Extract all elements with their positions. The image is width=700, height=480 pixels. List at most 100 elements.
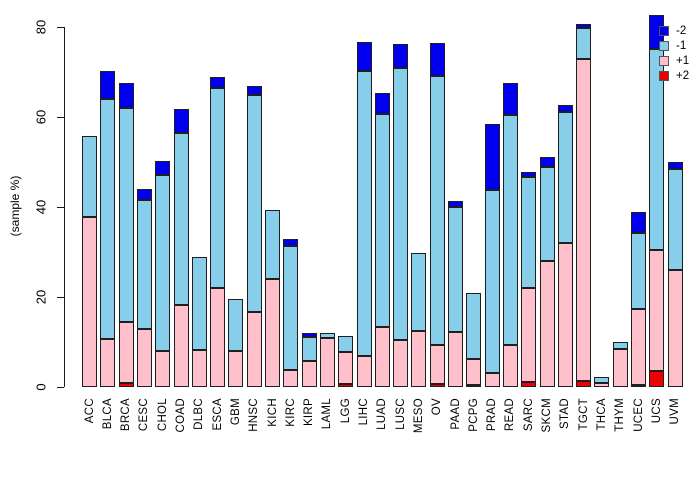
segment-brca--2 — [118, 82, 134, 108]
segment-paad-+1 — [448, 332, 463, 387]
x-label-paad: PAAD — [449, 398, 462, 430]
bar-thca — [594, 0, 610, 387]
bar-blca — [100, 0, 116, 387]
segment-blca--2 — [100, 71, 116, 100]
bar-kich — [265, 0, 280, 387]
segment-uvm--1 — [667, 168, 683, 270]
bar-luad — [374, 0, 390, 387]
segment-acc--1 — [82, 136, 97, 218]
bar-read — [502, 0, 518, 387]
segment-thym--1 — [612, 342, 628, 349]
segment-lgg-+1 — [338, 351, 354, 385]
x-label-skcm: SKCM — [541, 398, 553, 433]
segment-blca-+1 — [100, 339, 116, 387]
bar-tgct — [576, 0, 592, 387]
segment-sarc--2 — [521, 171, 537, 177]
x-label-esca: ESCA — [211, 398, 224, 431]
legend-label-plus1: +1 — [676, 54, 690, 67]
x-label-laml: LAML — [321, 398, 334, 430]
segment-kirc-+1 — [283, 370, 299, 387]
segment-lihc--2 — [356, 42, 372, 72]
segment-hnsc--1 — [246, 95, 262, 312]
segment-dlbc--1 — [191, 256, 207, 351]
segment-ucs-+2 — [649, 370, 665, 387]
bar-ucs — [649, 0, 665, 387]
legend-label-plus2: +2 — [676, 69, 690, 82]
y-tick-mark — [57, 27, 64, 28]
x-label-ov: OV — [431, 398, 444, 416]
segment-dlbc-+1 — [191, 350, 207, 387]
segment-ov-+1 — [429, 345, 445, 384]
segment-tgct-+1 — [576, 58, 592, 381]
x-label-brca: BRCA — [120, 398, 133, 432]
segment-kich-+1 — [265, 278, 280, 387]
segment-stad-+1 — [557, 243, 573, 387]
x-label-lusc: LUSC — [394, 398, 407, 430]
bar-gbm — [228, 0, 244, 387]
segment-chol--1 — [155, 174, 171, 351]
bar-acc — [82, 0, 97, 387]
x-label-chol: CHOL — [156, 398, 169, 432]
legend-row: +1 — [659, 55, 689, 67]
bar-kirc — [283, 0, 299, 387]
bar-cesc — [136, 0, 152, 387]
segment-ucec-+1 — [631, 308, 646, 386]
segment-ucec--2 — [631, 211, 646, 234]
bar-meso — [411, 0, 427, 387]
segment-read-+1 — [502, 344, 518, 387]
segment-ov-+2 — [429, 383, 445, 387]
segment-uvm-+1 — [667, 269, 683, 387]
segment-skcm--1 — [539, 166, 555, 261]
bar-uvm — [667, 0, 683, 387]
segment-coad-+1 — [173, 305, 189, 387]
segment-sarc-+2 — [521, 381, 537, 387]
segment-lusc-+1 — [393, 340, 409, 387]
bar-thym — [612, 0, 628, 387]
segment-lusc--1 — [393, 67, 409, 341]
segment-prad--2 — [484, 123, 500, 191]
segment-esca--1 — [210, 88, 226, 288]
legend-swatch-minus2 — [659, 26, 669, 36]
x-label-kich: KICH — [266, 398, 279, 427]
segment-brca--1 — [118, 108, 134, 323]
segment-sarc--1 — [521, 176, 537, 289]
bar-sarc — [521, 0, 537, 387]
segment-hnsc-+1 — [246, 311, 262, 387]
segment-tgct--1 — [576, 27, 592, 59]
y-tick-mark — [57, 207, 64, 208]
segment-meso--1 — [411, 252, 427, 332]
segment-brca-+1 — [118, 322, 134, 383]
x-label-pcpg: PCPG — [467, 398, 480, 432]
y-tick-label: 0 — [33, 383, 49, 391]
x-label-gbm: GBM — [229, 398, 242, 426]
bar-prad — [484, 0, 500, 387]
segment-coad--1 — [173, 132, 189, 306]
segment-ucs-+1 — [649, 250, 665, 371]
segment-meso-+1 — [411, 331, 427, 387]
x-label-lgg: LGG — [339, 398, 352, 424]
segment-stad--1 — [557, 112, 573, 244]
segment-thca-+1 — [594, 382, 610, 387]
bar-skcm — [539, 0, 555, 387]
segment-kirp--2 — [301, 333, 317, 338]
segment-coad--2 — [173, 109, 189, 133]
segment-read--2 — [502, 82, 518, 116]
legend-label-minus2: -2 — [676, 24, 687, 37]
segment-ucs--1 — [649, 48, 665, 251]
bar-paad — [448, 0, 463, 387]
segment-luad--2 — [374, 92, 390, 114]
bar-ucec — [631, 0, 646, 387]
segment-esca-+1 — [210, 288, 226, 387]
y-tick-label: 60 — [33, 109, 49, 125]
segment-luad--1 — [374, 113, 390, 328]
legend-row: +2 — [659, 70, 689, 82]
x-label-ucec: UCEC — [632, 398, 645, 432]
bar-lusc — [393, 0, 409, 387]
segment-lusc--2 — [393, 43, 409, 68]
segment-ov--1 — [429, 76, 445, 346]
bar-lgg — [338, 0, 354, 387]
bar-chol — [155, 0, 171, 387]
x-label-prad: PRAD — [486, 398, 499, 432]
x-label-acc: ACC — [83, 398, 96, 424]
bar-coad — [173, 0, 189, 387]
